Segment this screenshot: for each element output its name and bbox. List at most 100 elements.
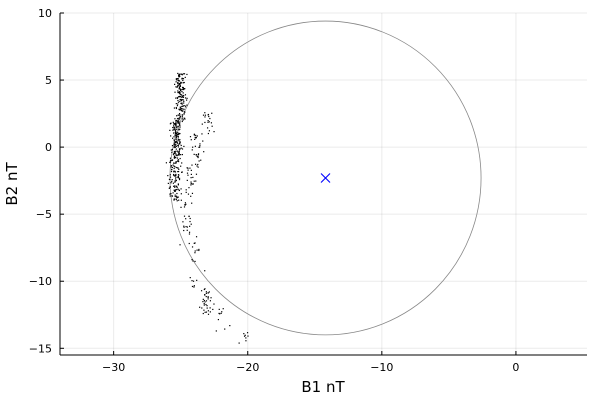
data-point [215,330,217,332]
data-point [193,180,195,182]
data-point [178,140,180,142]
data-point [181,82,183,84]
data-point [181,120,183,123]
data-point [174,151,176,153]
data-point [202,301,204,303]
data-point [175,144,177,146]
data-point [179,244,181,246]
data-point [182,86,184,89]
data-point [175,81,177,83]
data-point [177,167,179,169]
data-point [200,159,202,161]
data-point [183,226,185,228]
data-point [170,165,172,167]
data-point [194,136,196,139]
data-point [204,311,206,313]
data-point [174,194,176,196]
data-point [171,195,173,197]
data-point [167,182,169,184]
data-point [179,143,181,145]
data-point [169,129,171,131]
data-point [180,98,182,101]
data-point [196,249,198,251]
data-point [178,151,180,153]
data-point [175,195,178,197]
data-point [184,204,186,206]
data-point [177,159,179,161]
data-point [172,192,174,194]
data-point [203,303,205,305]
data-point [183,88,186,90]
data-point [175,97,177,99]
data-point [178,174,180,176]
data-point [196,155,198,157]
data-point [174,130,177,132]
data-point [175,128,177,130]
data-point [175,140,177,143]
data-point [183,81,185,84]
data-point [211,125,213,127]
data-point [179,157,181,160]
data-point [176,186,178,189]
data-point [191,164,193,166]
data-point [198,249,200,252]
data-point [178,112,181,115]
y-tick-label: 5 [45,74,52,87]
data-point [178,114,180,116]
data-point [170,170,173,173]
data-point [174,126,176,129]
data-point [176,97,178,99]
data-point [186,172,189,174]
data-point [174,181,176,183]
data-point [207,292,209,294]
data-point [177,125,179,128]
grid-lines [60,12,587,355]
data-point [184,105,186,107]
data-point [174,134,176,136]
data-point [172,129,174,131]
data-point [199,145,201,147]
data-point [177,196,179,198]
data-point [189,217,191,220]
data-point [207,298,209,300]
data-point [191,285,194,288]
data-point [180,147,182,149]
data-point [190,184,192,186]
data-point [171,159,174,161]
data-point [220,312,222,314]
data-point [201,123,203,125]
data-point [177,85,179,87]
data-point [207,119,209,122]
data-point [173,185,175,187]
data-point [174,195,176,198]
data-point [168,187,170,189]
data-point [175,86,177,88]
data-point [182,79,184,82]
data-point [173,126,175,128]
data-point [197,163,199,166]
data-point [180,82,182,84]
data-point [176,135,178,137]
data-point [172,154,175,156]
data-point [197,155,199,158]
data-point [204,270,206,272]
data-point [204,288,206,290]
data-point [198,146,200,148]
data-point [183,215,186,217]
data-point [180,107,182,109]
data-point [175,106,177,109]
data-point [193,286,195,288]
data-point [218,312,220,315]
data-point [203,299,205,302]
data-point [174,146,177,148]
data-point [175,179,177,181]
data-point [208,115,210,118]
data-point [201,133,203,135]
data-point [179,85,182,87]
data-point [174,144,176,146]
data-point [181,148,184,150]
data-point [179,154,182,156]
data-point [173,189,175,191]
data-point [173,162,175,164]
data-point [179,122,181,124]
